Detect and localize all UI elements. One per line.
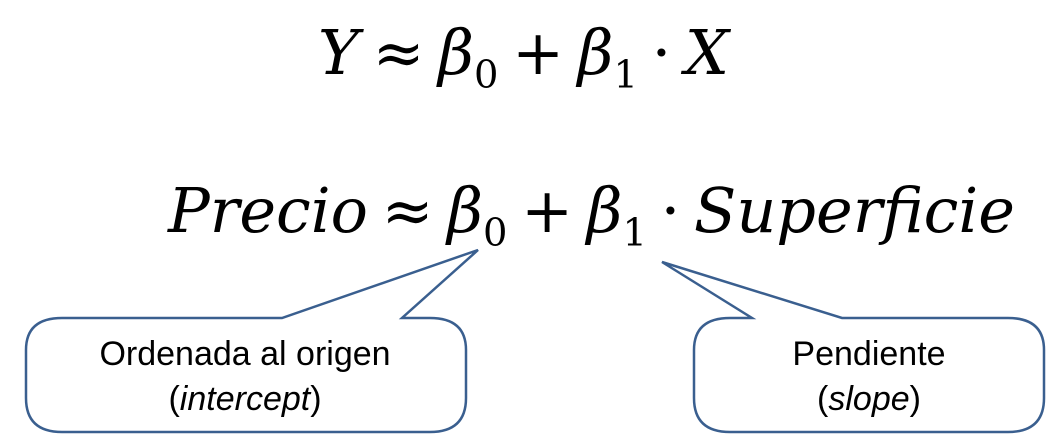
slope-callout-term-line: (slope) [697,377,1041,422]
eq2-lhs-variable: Precio [168,174,368,247]
slope-callout-bubble [661,260,1046,434]
eq2-beta0: β0 [447,174,507,253]
eq1-lhs-variable: Y [318,16,359,89]
eq1-plus-symbol: + [512,16,565,89]
specific-regression-equation: Precio ≈ β0 + β1 · Superficie [168,180,1015,253]
eq1-beta1-subscript: 1 [613,52,638,98]
eq1-approx-symbol: ≈ [372,16,425,89]
eq1-rhs-variable: X [684,16,730,89]
intercept-callout-term: intercept [179,380,311,418]
slope-callout-term: slope [828,380,910,418]
slope-open-paren: ( [817,380,829,418]
eq2-beta0-subscript: 0 [482,210,508,256]
eq1-beta0: β0 [438,16,498,95]
intercept-callout-bubble [24,248,479,434]
eq2-approx-symbol: ≈ [381,174,434,247]
eq2-beta1: β1 [586,174,647,253]
eq1-beta1: β1 [577,16,638,95]
intercept-callout-title: Ordenada al origen [99,335,391,373]
intercept-callout-text: Ordenada al origen (intercept) [28,332,462,422]
eq2-rhs-variable: Superficie [693,174,1015,247]
eq2-plus-symbol: + [521,174,574,247]
eq2-beta0-symbol: β [447,174,483,247]
eq2-beta1-subscript: 1 [622,210,647,256]
slope-callout-title: Pendiente [792,335,946,373]
slope-callout-text: Pendiente (slope) [697,332,1041,422]
eq1-dot-symbol: · [651,16,672,89]
intercept-callout-term-line: (intercept) [28,377,462,422]
eq1-beta0-subscript: 0 [473,52,499,98]
eq1-beta0-symbol: β [438,16,474,89]
general-regression-equation: Y ≈ β0 + β1 · X [318,22,729,95]
intercept-close-paren: ) [310,380,322,418]
eq1-beta1-symbol: β [577,16,614,89]
eq2-dot-symbol: · [660,174,681,247]
slope-close-paren: ) [909,380,921,418]
intercept-open-paren: ( [168,380,180,418]
eq2-beta1-symbol: β [586,174,623,247]
